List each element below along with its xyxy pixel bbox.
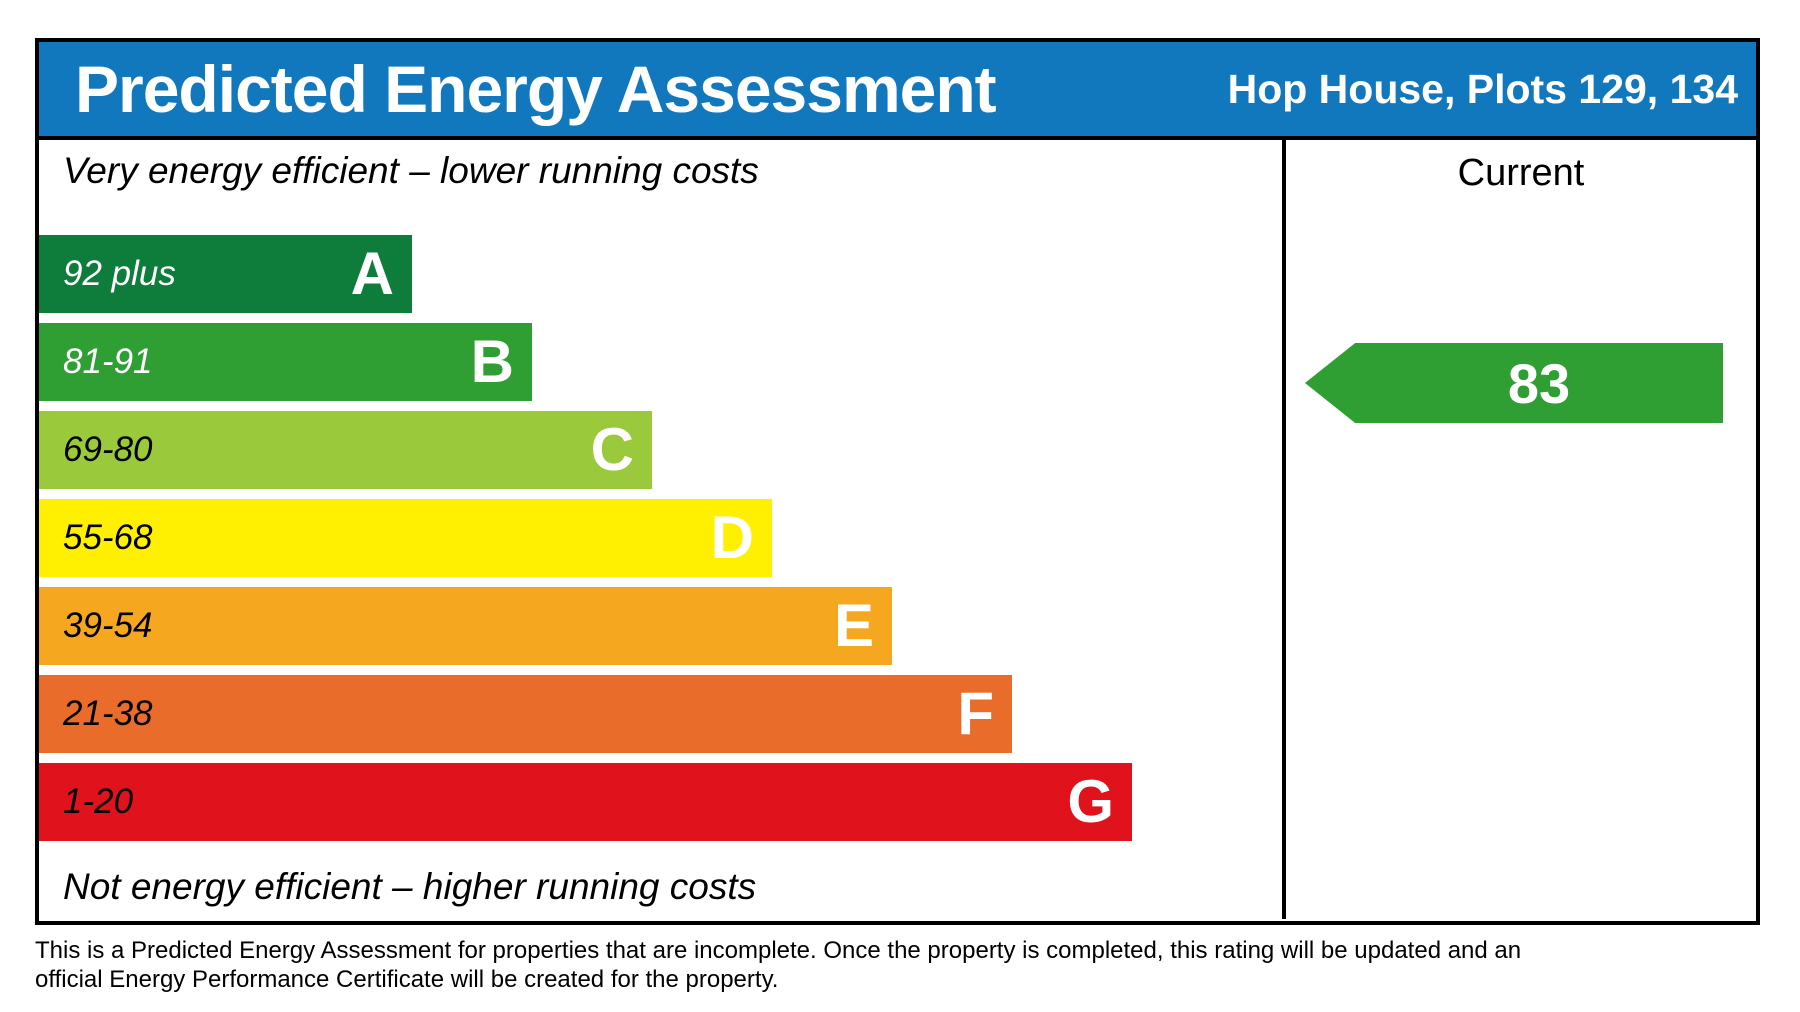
band-range-label: 1-20 [63, 782, 134, 821]
band-letter: E [833, 592, 874, 659]
footer-line-2: official Energy Performance Certificate … [35, 966, 779, 993]
certificate-box: Predicted Energy Assessment Hop House, P… [35, 38, 1760, 925]
footer-line-1: This is a Predicted Energy Assessment fo… [35, 937, 1522, 964]
band-row-f: 21-38 F [39, 675, 1282, 753]
band-letter: F [957, 680, 994, 747]
band-bar-d: 55-68 D [39, 499, 772, 577]
band-range-label: 39-54 [63, 606, 153, 645]
current-rating-value: 83 [1507, 351, 1571, 415]
chart-body: Very energy efficient – lower running co… [39, 140, 1756, 919]
band-range-label: 81-91 [63, 342, 153, 381]
band-row-b: 81-91 B [39, 323, 1282, 401]
bottom-caption: Not energy efficient – higher running co… [63, 866, 757, 907]
band-bar-c: 69-80 C [39, 411, 652, 489]
band-row-a: 92 plus A [39, 235, 1282, 313]
band-row-d: 55-68 D [39, 499, 1282, 577]
current-rating-arrow: 83 [1305, 343, 1723, 423]
page-title: Predicted Energy Assessment [75, 52, 997, 126]
rating-scale-area: Very energy efficient – lower running co… [39, 140, 1282, 919]
band-letter: D [710, 504, 754, 571]
current-column-header: Current [1457, 152, 1585, 194]
band-bar-b: 81-91 B [39, 323, 532, 401]
footer-note: This is a Predicted Energy Assessment fo… [35, 936, 1535, 994]
band-range-label: 92 plus [63, 254, 176, 293]
band-letter: A [350, 240, 394, 307]
band-bar-g: 1-20 G [39, 763, 1132, 841]
band-row-g: 1-20 G [39, 763, 1282, 841]
property-name: Hop House, Plots 129, 134 [1227, 65, 1738, 112]
header: Predicted Energy Assessment Hop House, P… [39, 42, 1756, 140]
band-letter: C [590, 416, 634, 483]
band-row-c: 69-80 C [39, 411, 1282, 489]
band-bar-e: 39-54 E [39, 587, 892, 665]
band-bar-f: 21-38 F [39, 675, 1012, 753]
band-bar-a: 92 plus A [39, 235, 412, 313]
current-column: Current 83 [1282, 140, 1756, 919]
band-range-label: 21-38 [63, 694, 153, 733]
rating-bars: 92 plus A 81-91 B 69-80 C 55-68 D 39-54 E 21-38 F 1-… [39, 235, 1282, 851]
band-letter: G [1067, 768, 1114, 835]
band-row-e: 39-54 E [39, 587, 1282, 665]
band-letter: B [470, 328, 514, 395]
band-range-label: 55-68 [63, 518, 153, 557]
top-caption: Very energy efficient – lower running co… [63, 150, 759, 191]
band-range-label: 69-80 [63, 430, 153, 469]
